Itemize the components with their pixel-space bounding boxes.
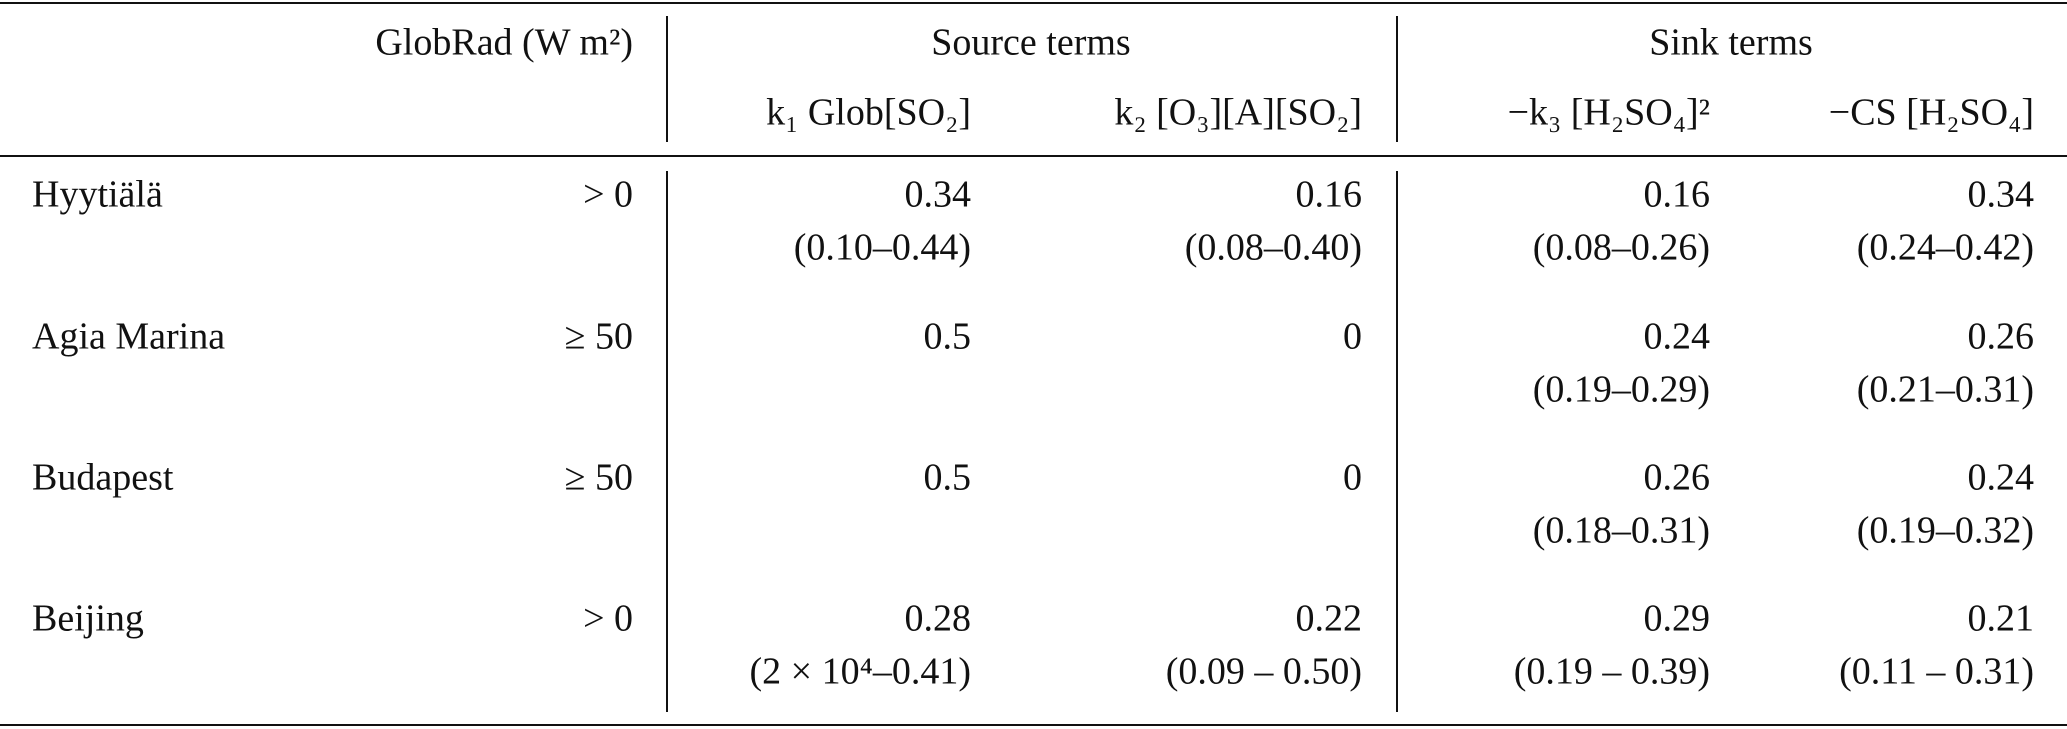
group-header: Source terms (931, 22, 1130, 64)
cell-value: 0.5 (924, 457, 972, 499)
condition: ≥ 50 (565, 316, 633, 358)
column-header: −CS [H₂SO₄] (1829, 92, 2034, 134)
cell-value: 0 (1343, 457, 1362, 499)
cell-range: (0.08–0.26) (1533, 227, 1710, 269)
column-header: −k₃ [H₂SO₄]² (1508, 92, 1710, 134)
condition: > 0 (583, 598, 633, 640)
cell-value: 0.24 (1968, 457, 2035, 499)
cell-range: (0.19 – 0.39) (1514, 651, 1710, 693)
cell-value: 0.22 (1296, 598, 1363, 640)
site: Budapest (32, 457, 174, 499)
cell-range: (0.09 – 0.50) (1166, 651, 1362, 693)
cell-value: 0.29 (1644, 598, 1711, 640)
cell-value: 0.28 (905, 598, 972, 640)
group-header: Sink terms (1649, 22, 1813, 64)
cell-value: 0.26 (1968, 316, 2035, 358)
column-header: k₁ Glob[SO₂] (766, 92, 971, 134)
cell-value: 0.16 (1644, 174, 1711, 216)
cell-range: (0.08–0.40) (1185, 227, 1362, 269)
site: Agia Marina (32, 316, 225, 358)
column-header: k₂ [O₃][A][SO₂] (1114, 92, 1362, 134)
cell-range: (0.19–0.32) (1857, 510, 2034, 552)
cell-range: (0.19–0.29) (1533, 369, 1710, 411)
cell-value: 0.16 (1296, 174, 1363, 216)
cell-value: 0.34 (905, 174, 972, 216)
site: Hyytiälä (32, 174, 163, 216)
condition: > 0 (583, 174, 633, 216)
cell-value: 0.21 (1968, 598, 2035, 640)
cell-value: 0 (1343, 316, 1362, 358)
globrad-header: GlobRad (W m²) (375, 22, 633, 64)
cell-range: (0.10–0.44) (794, 227, 971, 269)
cell-value: 0.24 (1644, 316, 1711, 358)
cell-value: 0.34 (1968, 174, 2035, 216)
cell-value: 0.5 (924, 316, 972, 358)
cell-value: 0.26 (1644, 457, 1711, 499)
cell-range: (0.11 – 0.31) (1839, 651, 2034, 693)
condition: ≥ 50 (565, 457, 633, 499)
cell-range: (0.24–0.42) (1857, 227, 2034, 269)
cell-range: (0.21–0.31) (1857, 369, 2034, 411)
site: Beijing (32, 598, 144, 640)
cell-range: (2 × 10⁴–0.41) (750, 651, 972, 693)
cell-range: (0.18–0.31) (1533, 510, 1710, 552)
